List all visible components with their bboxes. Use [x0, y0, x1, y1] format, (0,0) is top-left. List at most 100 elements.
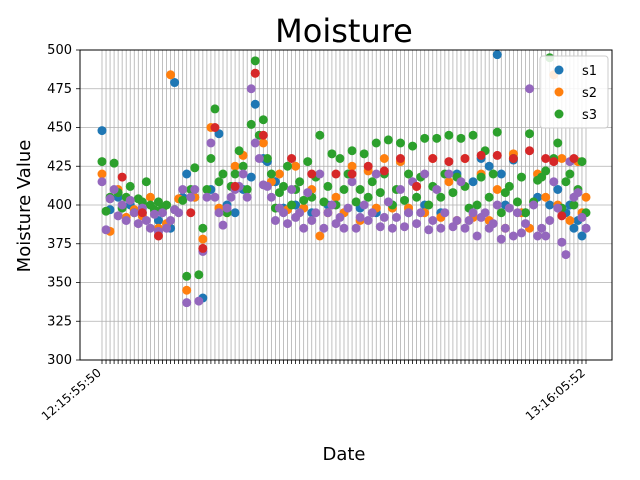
data-point: [347, 161, 357, 171]
data-point: [246, 119, 256, 129]
data-point: [456, 133, 466, 143]
data-point: [577, 212, 587, 222]
data-point: [452, 216, 462, 225]
data-point: [496, 234, 506, 244]
data-point: [363, 192, 373, 202]
data-point: [190, 185, 200, 194]
legend: s1 s2 s3: [539, 55, 609, 129]
data-point: [274, 169, 284, 179]
data-point: [323, 208, 333, 218]
data-point: [529, 200, 539, 210]
data-point: [194, 270, 204, 280]
data-point: [206, 138, 216, 148]
data-point: [496, 169, 506, 179]
data-point: [363, 216, 373, 225]
data-point: [508, 231, 518, 241]
data-point: [226, 192, 236, 202]
y-tick-label: 300: [47, 353, 72, 368]
data-point: [545, 216, 555, 225]
data-point: [432, 185, 442, 194]
data-point: [198, 234, 208, 244]
data-point: [512, 197, 522, 207]
data-point: [230, 169, 240, 179]
data-point: [549, 157, 559, 167]
data-point: [395, 185, 405, 194]
data-point: [137, 197, 147, 207]
data-point: [347, 177, 357, 187]
data-point: [375, 222, 385, 232]
data-point: [436, 223, 446, 233]
legend-box: [539, 55, 609, 129]
data-point: [504, 181, 514, 191]
data-point: [299, 223, 309, 233]
data-point: [525, 146, 535, 156]
data-point: [166, 70, 176, 80]
data-point: [428, 154, 438, 163]
data-point: [444, 130, 454, 140]
data-point: [109, 185, 119, 194]
data-point: [367, 177, 377, 187]
data-point: [351, 223, 361, 233]
series-extra-4: [117, 68, 579, 253]
y-tick-label: 500: [47, 43, 72, 58]
data-point: [460, 154, 470, 163]
data-point: [468, 130, 478, 140]
data-point: [210, 104, 220, 114]
data-point: [198, 223, 208, 233]
data-point: [488, 219, 498, 229]
y-tick-label: 325: [47, 314, 72, 329]
data-point: [214, 177, 224, 187]
data-point: [117, 200, 127, 210]
data-point: [521, 219, 530, 229]
data-point: [242, 185, 252, 194]
data-point: [577, 231, 587, 241]
data-point: [178, 185, 188, 194]
data-point: [412, 219, 422, 229]
data-point: [202, 192, 212, 202]
data-point: [182, 271, 192, 281]
data-point: [327, 200, 337, 210]
data-point: [504, 203, 514, 213]
data-point: [424, 225, 434, 235]
data-point: [327, 149, 337, 159]
data-point: [133, 219, 143, 229]
data-point: [182, 285, 192, 295]
data-point: [153, 231, 163, 241]
data-point: [561, 177, 571, 187]
data-point: [315, 169, 325, 179]
data-point: [250, 68, 260, 78]
data-point: [432, 133, 442, 143]
data-point: [101, 225, 111, 235]
data-point: [549, 177, 559, 187]
chart-title: Moisture: [275, 12, 413, 50]
data-point: [149, 209, 159, 219]
data-point: [484, 161, 494, 171]
data-point: [331, 169, 341, 179]
data-point: [258, 115, 268, 125]
data-point: [496, 208, 506, 218]
data-point: [383, 135, 393, 145]
data-point: [516, 172, 526, 182]
data-point: [351, 197, 361, 207]
data-point: [363, 161, 373, 171]
data-point: [424, 200, 434, 210]
data-point: [141, 216, 151, 225]
data-point: [395, 154, 405, 163]
data-point: [472, 231, 482, 241]
data-point: [262, 181, 272, 191]
data-point: [287, 185, 297, 194]
data-point: [347, 169, 357, 179]
data-point: [234, 146, 244, 156]
data-point: [242, 192, 252, 202]
data-point: [428, 216, 438, 225]
data-point: [141, 177, 151, 187]
data-point: [311, 208, 321, 218]
data-point: [460, 223, 470, 233]
data-point: [581, 192, 591, 202]
data-point: [266, 192, 276, 202]
data-point: [492, 127, 502, 137]
data-point: [557, 154, 567, 163]
data-point: [339, 185, 349, 194]
data-point: [343, 203, 353, 213]
data-point: [387, 223, 397, 233]
